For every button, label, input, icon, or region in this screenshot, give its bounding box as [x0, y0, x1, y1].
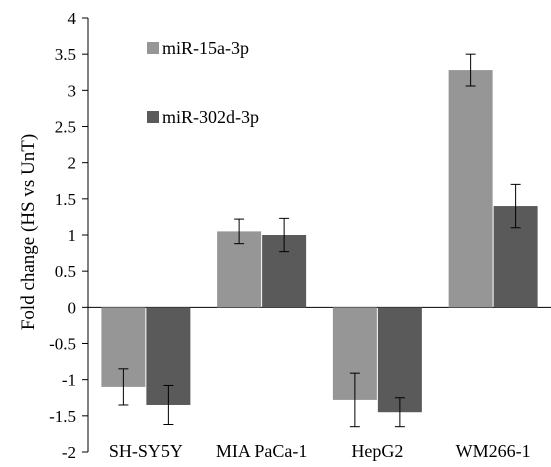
y-tick-label: 3.5 [55, 45, 76, 64]
legend-label: miR-302d-3p [162, 107, 259, 127]
legend: miR-15a-3p miR-302d-3p [147, 38, 259, 127]
y-tick-label: -1 [62, 371, 76, 390]
legend-swatch [147, 42, 159, 54]
error-bars [118, 53, 521, 428]
legend-label: miR-15a-3p [162, 38, 249, 58]
y-tick-label: 2.5 [55, 118, 76, 137]
x-tick-label: HepG2 [351, 441, 403, 461]
y-tick-label: 1.5 [55, 190, 76, 209]
y-tick-label: -2 [62, 443, 76, 462]
y-axis-label: Fold change (HS vs UnT) [18, 134, 39, 330]
x-tick-label: SH-SY5Y [109, 441, 183, 461]
legend-swatch [147, 111, 159, 123]
y-tick-label: 0.5 [55, 262, 76, 281]
y-tick-label: -1.5 [49, 407, 76, 426]
y-tick-label: 1 [68, 226, 77, 245]
y-tick-label: -0.5 [49, 335, 76, 354]
y-tick-label: 3 [68, 81, 77, 100]
y-tick-label: 0 [68, 298, 77, 317]
bar-mir-15a-3p [448, 70, 493, 308]
axes: 4 3.5 3 2.5 2 1.5 1 0.5 0 -0.5 -1 -1.5 -2 SH-SY5Y MIA … [49, 9, 551, 462]
bar-mir-302d-3p [377, 307, 422, 413]
x-tick-label: WM266-1 [456, 441, 531, 461]
y-tick-label: 2 [68, 154, 77, 173]
y-tick-label: 4 [68, 9, 77, 28]
x-tick-label: MIA PaCa-1 [216, 441, 308, 461]
